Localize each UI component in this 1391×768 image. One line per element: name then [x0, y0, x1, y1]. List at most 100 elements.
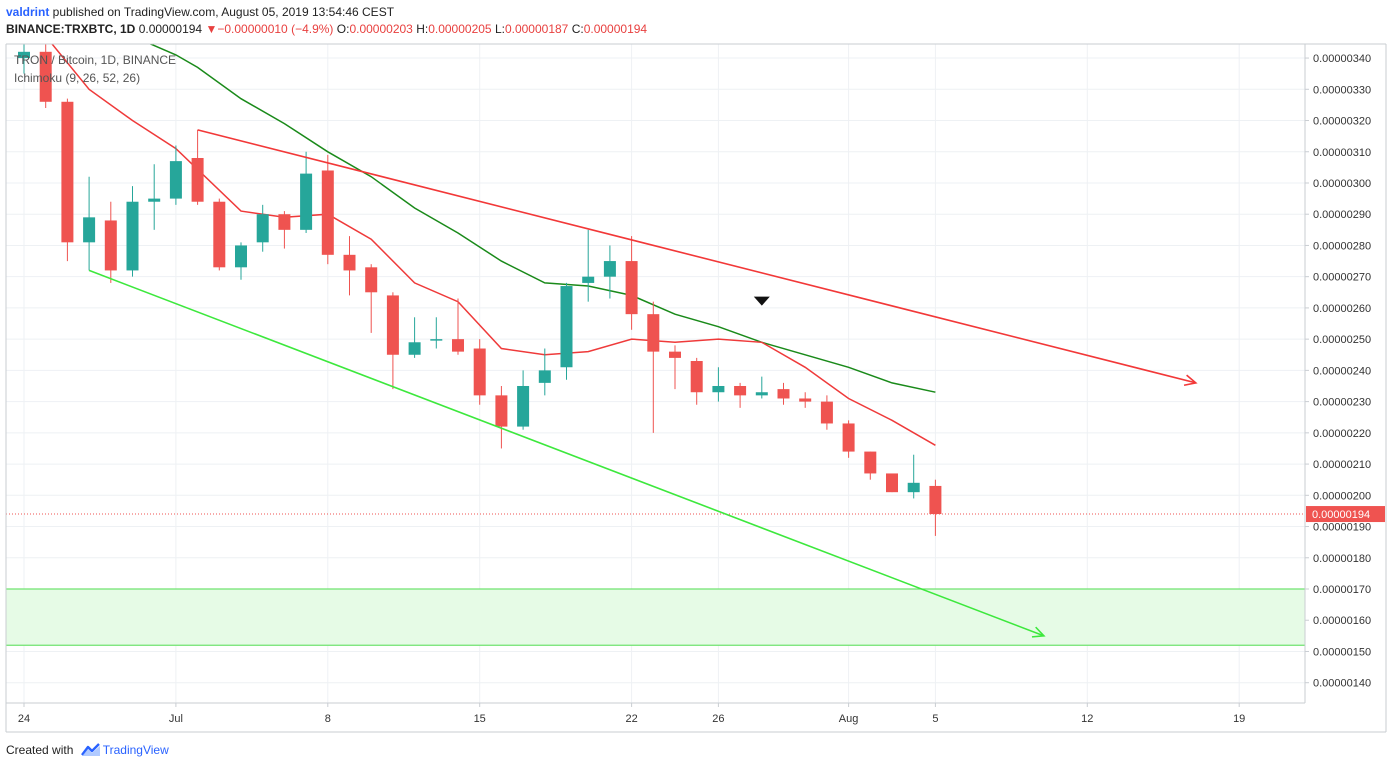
candle [647, 301, 660, 433]
candle-body [777, 389, 790, 399]
candle [625, 236, 638, 330]
candle-body [278, 214, 291, 230]
candle [39, 44, 52, 109]
candle [669, 345, 681, 390]
candle [842, 420, 855, 458]
price-tick-label: 0.00000180 [1313, 553, 1371, 565]
candle [886, 473, 898, 493]
candle-body [83, 217, 96, 243]
price-tick-label: 0.00000230 [1313, 397, 1371, 409]
candle-body [755, 392, 768, 396]
candle-body [408, 342, 421, 355]
candle [690, 357, 703, 405]
open-label: O: [336, 22, 350, 36]
candle-body [365, 267, 378, 293]
price-tick-label: 0.00000270 [1313, 272, 1371, 284]
candle-body [929, 485, 942, 515]
time-tick-label: 12 [1081, 713, 1093, 725]
time-tick-label: 15 [474, 713, 486, 725]
tradingview-brand-link[interactable]: TradingView [102, 743, 169, 757]
low-label: L: [494, 22, 505, 36]
candle-body [820, 401, 833, 424]
publish-info: valdrint published on TradingView.com, A… [6, 5, 394, 19]
candle-body [647, 314, 660, 352]
support-trendline-arrowhead [1031, 626, 1046, 638]
change-arrow-icon: ▼ [205, 22, 218, 36]
candle-body [300, 173, 313, 230]
kijun-sen-line [148, 44, 936, 393]
price-tick-label: 0.00000290 [1313, 209, 1371, 221]
candle-body [603, 261, 616, 277]
close-label: C: [571, 22, 584, 36]
time-tick-label: 24 [18, 713, 30, 725]
author-name[interactable]: valdrint [6, 5, 50, 19]
candle [799, 392, 812, 408]
price-tick-label: 0.00000330 [1313, 84, 1371, 96]
candle-body [191, 157, 204, 202]
time-tick-label: 26 [712, 713, 724, 725]
candle-body [213, 201, 226, 268]
candle [517, 370, 530, 430]
candle-body [669, 351, 681, 358]
change-value: −0.00000010 (−4.9%) [217, 22, 334, 36]
open-value: 0.00000203 [349, 22, 413, 36]
last-price-label: 0.00000194 [1312, 509, 1370, 521]
candle-body [842, 423, 855, 452]
candle [560, 282, 573, 380]
down-triangle-marker-icon [753, 296, 770, 306]
price-tick-label: 0.00000250 [1313, 334, 1371, 346]
candle [820, 395, 833, 430]
candle [473, 339, 486, 405]
price-tick-label: 0.00000300 [1313, 178, 1371, 190]
candle-body [452, 339, 464, 352]
candle-body [864, 451, 877, 474]
candle-body [690, 361, 703, 393]
price-tick-label: 0.00000340 [1313, 53, 1371, 65]
low-value: 0.00000187 [504, 22, 569, 36]
price-tick-label: 0.00000240 [1313, 365, 1371, 377]
time-tick-label: 5 [932, 713, 938, 725]
resistance-trendline [197, 129, 1196, 384]
candle-body [886, 473, 898, 493]
indicator-legend[interactable]: Ichimoku (9, 26, 52, 26) [14, 71, 141, 85]
candle-body [256, 214, 269, 243]
price-tick-label: 0.00000190 [1313, 522, 1371, 534]
candle [83, 176, 96, 271]
candle-body [907, 482, 920, 493]
support-zone [6, 589, 1305, 646]
publish-text: published on TradingView.com, August 05,… [49, 5, 395, 19]
price-tick-label: 0.00000210 [1313, 459, 1371, 471]
candle [734, 382, 747, 408]
candle-body [169, 161, 182, 199]
close-value: 0.00000194 [583, 22, 648, 36]
candle-body [126, 201, 139, 271]
price-tick-label: 0.00000320 [1313, 116, 1371, 128]
time-tick-label: 22 [625, 713, 637, 725]
candle [603, 245, 616, 299]
candle [300, 151, 313, 233]
resistance-trendline-arrowhead [1183, 374, 1198, 387]
time-tick-label: 19 [1233, 713, 1245, 725]
price-tick-label: 0.00000220 [1313, 428, 1371, 440]
tenkan-sen-line [51, 44, 936, 446]
price-tick-label: 0.00000310 [1313, 147, 1371, 159]
candle [538, 348, 551, 396]
candle-body [712, 385, 725, 393]
candle [126, 186, 139, 277]
candle [777, 382, 790, 405]
candle [907, 454, 920, 499]
candle-body [39, 51, 52, 102]
candle-body [343, 254, 356, 271]
price-tick-label: 0.00000140 [1313, 678, 1371, 690]
candle-body [734, 385, 747, 396]
candle [495, 385, 508, 449]
candle-body [517, 385, 530, 427]
candle [18, 44, 30, 74]
price-tick-label: 0.00000280 [1313, 240, 1371, 252]
candle-body [560, 286, 573, 368]
candle-body [538, 370, 551, 383]
price-tick-label: 0.00000260 [1313, 303, 1371, 315]
candle-body [625, 261, 638, 315]
candle [365, 264, 378, 333]
